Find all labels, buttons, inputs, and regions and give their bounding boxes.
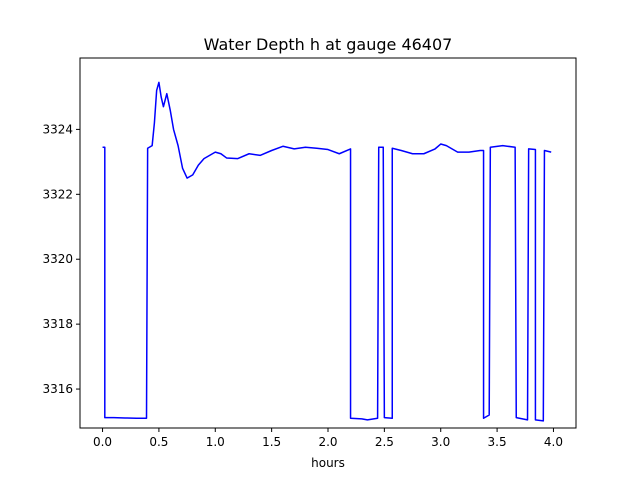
y-axis: 3316 3318 3320 3322 3324 <box>42 122 80 396</box>
x-tick-label: 4.0 <box>544 435 563 449</box>
y-tick-label: 3324 <box>42 122 73 136</box>
x-axis-label: hours <box>311 456 345 470</box>
y-tick-label: 3322 <box>42 187 73 201</box>
plot-frame <box>79 57 577 429</box>
x-tick-label: 0.0 <box>93 435 112 449</box>
x-axis: 0.0 0.5 1.0 1.5 2.0 2.5 3.0 3.5 4.0 <box>93 428 563 449</box>
y-tick-label: 3318 <box>42 317 73 331</box>
x-tick-label: 3.5 <box>488 435 507 449</box>
x-tick-label: 0.5 <box>149 435 168 449</box>
x-tick-label: 2.5 <box>375 435 394 449</box>
x-tick-label: 2.0 <box>318 435 337 449</box>
y-tick-label: 3316 <box>42 382 73 396</box>
x-tick-label: 3.0 <box>431 435 450 449</box>
y-tick-label: 3320 <box>42 252 73 266</box>
x-tick-label: 1.0 <box>206 435 225 449</box>
plot-area <box>102 81 552 422</box>
x-tick-label: 1.5 <box>262 435 281 449</box>
chart-title: Water Depth h at gauge 46407 <box>204 35 453 54</box>
series-line <box>102 81 552 422</box>
